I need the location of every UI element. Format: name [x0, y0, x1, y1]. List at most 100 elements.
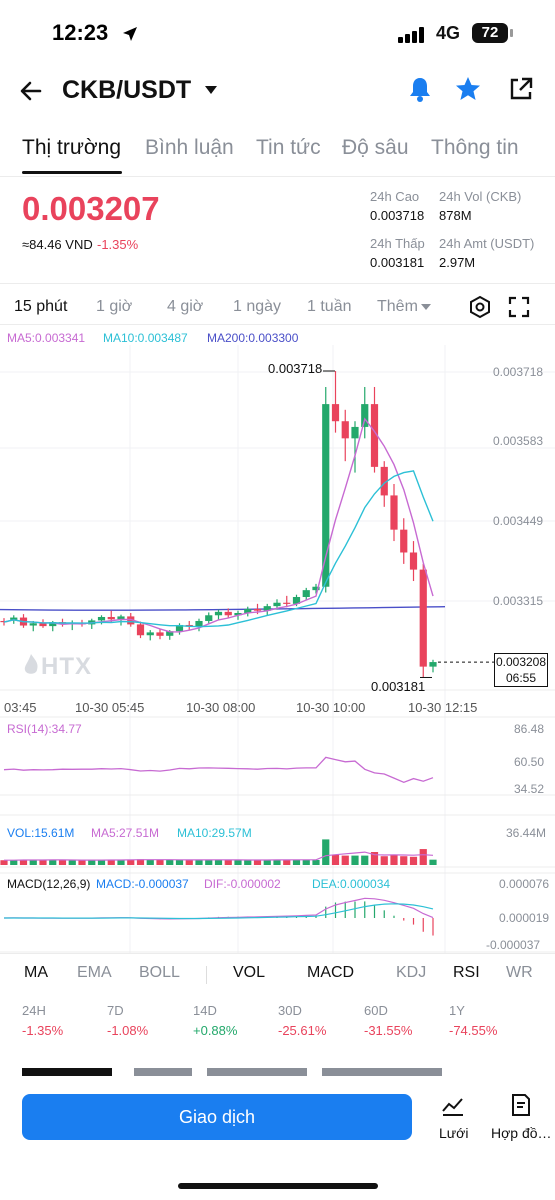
volume-bar — [0, 860, 8, 865]
last-price: 0.003207 — [22, 190, 160, 227]
ma-lines — [3, 417, 434, 633]
volume-bar — [117, 859, 125, 865]
perf-label: 14D — [193, 1003, 217, 1018]
amt-value: 2.97M — [439, 255, 476, 270]
star-icon[interactable] — [454, 75, 482, 103]
candle-body — [244, 608, 252, 613]
indicator-separator — [206, 966, 207, 984]
contract-label[interactable]: Hợp đồ… — [491, 1125, 552, 1141]
main-tabs: Thị trường Bình luận Tin tức Độ sâu Thôn… — [0, 128, 555, 176]
macd-value: MACD:-0.000037 — [96, 877, 189, 891]
volume-bar — [214, 859, 223, 865]
candle-body — [409, 552, 418, 570]
candle-body — [312, 586, 320, 591]
bell-icon[interactable] — [406, 75, 434, 103]
candle-body — [273, 602, 281, 607]
high-marker: 0.003718 — [268, 361, 323, 376]
rsi-label: RSI(14):34.77 — [7, 722, 82, 736]
volume-bar — [419, 849, 427, 865]
trade-button[interactable]: Giao dịch — [22, 1094, 412, 1140]
y-tick: 0.003583 — [493, 434, 544, 448]
volume-bar — [331, 854, 340, 865]
vol-ma5-line — [4, 851, 434, 861]
perf-label: 60D — [364, 1003, 388, 1018]
ind-ma[interactable]: MA — [24, 964, 48, 981]
status-time: 12:23 — [52, 20, 109, 45]
candle-body — [49, 622, 57, 627]
share-icon[interactable] — [507, 75, 535, 103]
tab-news[interactable]: Tin tức — [256, 136, 321, 159]
tf-more[interactable]: Thêm — [377, 298, 418, 315]
volume-bar — [107, 859, 115, 865]
volume-bar — [205, 859, 213, 865]
ind-vol[interactable]: VOL — [233, 964, 266, 981]
candle-body — [205, 615, 213, 621]
candle-body — [331, 404, 340, 422]
volume-bar — [156, 859, 164, 865]
watermark-text: HTX — [41, 653, 92, 680]
candle-body — [361, 404, 369, 427]
caret-down-icon — [421, 304, 431, 310]
volume-bar — [136, 859, 145, 865]
tab-market[interactable]: Thị trường — [22, 136, 122, 159]
candle-body — [10, 617, 18, 620]
battery-icon: 72 — [472, 23, 508, 43]
tf-1h[interactable]: 1 giờ — [96, 298, 133, 315]
status-bar: 12:23 4G 72 — [0, 0, 555, 66]
ind-macd[interactable]: MACD — [307, 964, 355, 981]
vol-ma5-label: MA5:27.51M — [91, 826, 160, 840]
tab-comments[interactable]: Bình luận — [145, 136, 234, 159]
network-label: 4G — [436, 23, 461, 43]
volume-bar — [127, 859, 135, 865]
kline-chart[interactable] — [0, 345, 555, 953]
volume-bar — [175, 859, 184, 865]
candle-body — [234, 612, 242, 616]
ind-wr[interactable]: WR — [506, 964, 533, 981]
perf-value: +0.88% — [193, 1023, 238, 1038]
volume-bar — [253, 859, 262, 865]
active-tab-indicator — [22, 171, 122, 174]
contract-icon[interactable] — [508, 1092, 532, 1118]
ma5-line — [3, 417, 434, 633]
grid-bot-icon[interactable] — [440, 1094, 466, 1118]
price-change: -1.35% — [97, 237, 139, 252]
signal-icon — [398, 27, 424, 43]
tf-15m[interactable]: 15 phút — [14, 298, 68, 315]
tf-4h[interactable]: 4 giờ — [167, 298, 204, 315]
tab-info[interactable]: Thông tin — [431, 136, 519, 159]
volume-bar — [234, 860, 242, 865]
ma200-legend: MA200:0.003300 — [207, 331, 299, 345]
tab-depth[interactable]: Độ sâu — [342, 136, 409, 159]
ind-rsi[interactable]: RSI — [453, 964, 480, 981]
volume-bar — [244, 859, 252, 865]
ma10-legend: MA10:0.003487 — [103, 331, 188, 345]
vol-value: 878M — [439, 208, 472, 223]
fullscreen-icon[interactable] — [507, 295, 531, 319]
tf-1d[interactable]: 1 ngày — [233, 298, 282, 315]
candle-body — [380, 466, 388, 496]
ind-ema[interactable]: EMA — [77, 964, 112, 981]
volume-bar — [185, 860, 193, 865]
candle-body — [370, 404, 379, 467]
ma5-legend: MA5:0.003341 — [7, 331, 86, 345]
perf-value: -31.55% — [364, 1023, 413, 1038]
ind-kdj[interactable]: KDJ — [396, 964, 427, 981]
grid-label[interactable]: Lưới — [439, 1125, 469, 1141]
high-label: 24h Cao — [370, 189, 420, 204]
divider — [0, 176, 555, 177]
candle-body — [253, 608, 262, 611]
volume-bar — [283, 859, 291, 865]
candle-body — [156, 632, 164, 636]
macd-tick: -0.000037 — [486, 938, 541, 952]
settings-icon[interactable] — [468, 295, 492, 319]
tf-1w[interactable]: 1 tuần — [307, 298, 352, 315]
caret-down-icon[interactable] — [204, 85, 218, 95]
back-arrow-icon[interactable] — [18, 78, 44, 104]
rsi-tick: 34.52 — [514, 782, 545, 796]
candle-body — [107, 616, 115, 620]
pair-title[interactable]: CKB/USDT — [62, 76, 192, 104]
ind-boll[interactable]: BOLL — [139, 964, 180, 981]
ma10-line — [3, 470, 434, 628]
high-value: 0.003718 — [370, 208, 425, 223]
location-arrow-icon — [123, 27, 137, 41]
